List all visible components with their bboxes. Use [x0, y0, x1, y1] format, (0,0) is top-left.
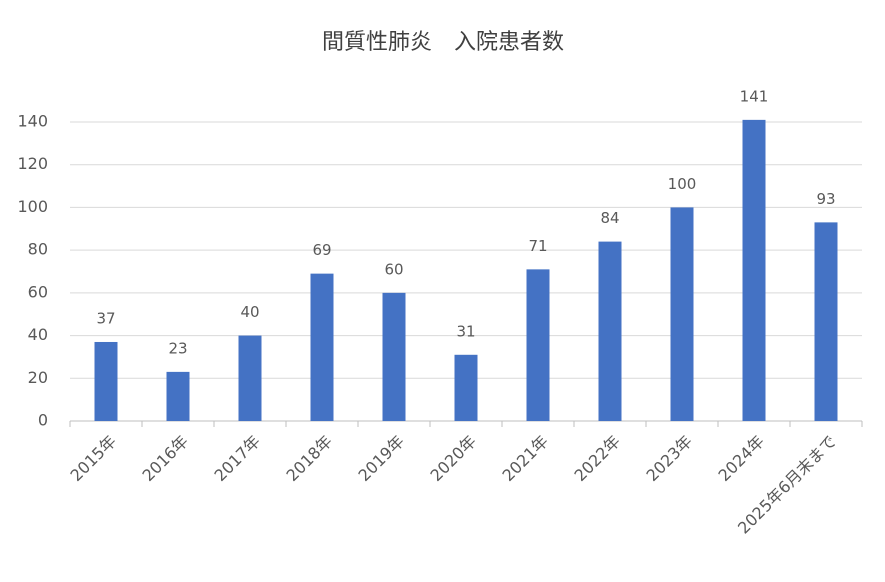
- x-tick-label: 2024年: [714, 432, 768, 486]
- data-label: 100: [668, 175, 697, 193]
- y-tick-label: 0: [38, 411, 48, 430]
- y-tick-label: 80: [28, 240, 48, 259]
- bar: [382, 292, 406, 421]
- x-tick-label: 2017年: [210, 432, 264, 486]
- y-tick-label: 20: [28, 368, 48, 387]
- bar: [742, 119, 766, 421]
- bar: [598, 241, 622, 421]
- x-tick-label: 2016年: [138, 432, 192, 486]
- x-tick-label: 2023年: [642, 432, 696, 486]
- bar: [526, 269, 550, 421]
- data-label: 40: [240, 303, 259, 321]
- y-tick-label: 140: [17, 112, 48, 131]
- data-label: 60: [384, 260, 403, 278]
- bar: [94, 341, 118, 421]
- data-label: 37: [96, 309, 115, 327]
- x-tick-label: 2019年: [354, 432, 408, 486]
- bar: [238, 335, 262, 421]
- data-label: 71: [528, 237, 547, 255]
- x-tick-label: 2021年: [498, 432, 552, 486]
- data-label: 84: [600, 209, 619, 227]
- data-label: 93: [816, 190, 835, 208]
- bar: [814, 222, 838, 421]
- y-tick-label: 120: [17, 154, 48, 173]
- chart-title: 間質性肺炎 入院患者数: [322, 30, 564, 55]
- bar: [670, 207, 694, 421]
- bar: [454, 354, 478, 421]
- x-tick-label: 2020年: [426, 432, 480, 486]
- data-label: 23: [168, 339, 187, 357]
- x-tick-label: 2015年: [66, 432, 120, 486]
- y-tick-label: 100: [17, 197, 48, 216]
- y-tick-label: 40: [28, 325, 48, 344]
- x-tick-label: 2018年: [282, 432, 336, 486]
- y-tick-label: 60: [28, 282, 48, 301]
- data-label: 141: [740, 87, 769, 105]
- bar: [166, 371, 190, 421]
- bar: [310, 273, 334, 421]
- data-label: 31: [456, 322, 475, 340]
- data-label: 69: [312, 241, 331, 259]
- x-tick-label: 2022年: [570, 432, 624, 486]
